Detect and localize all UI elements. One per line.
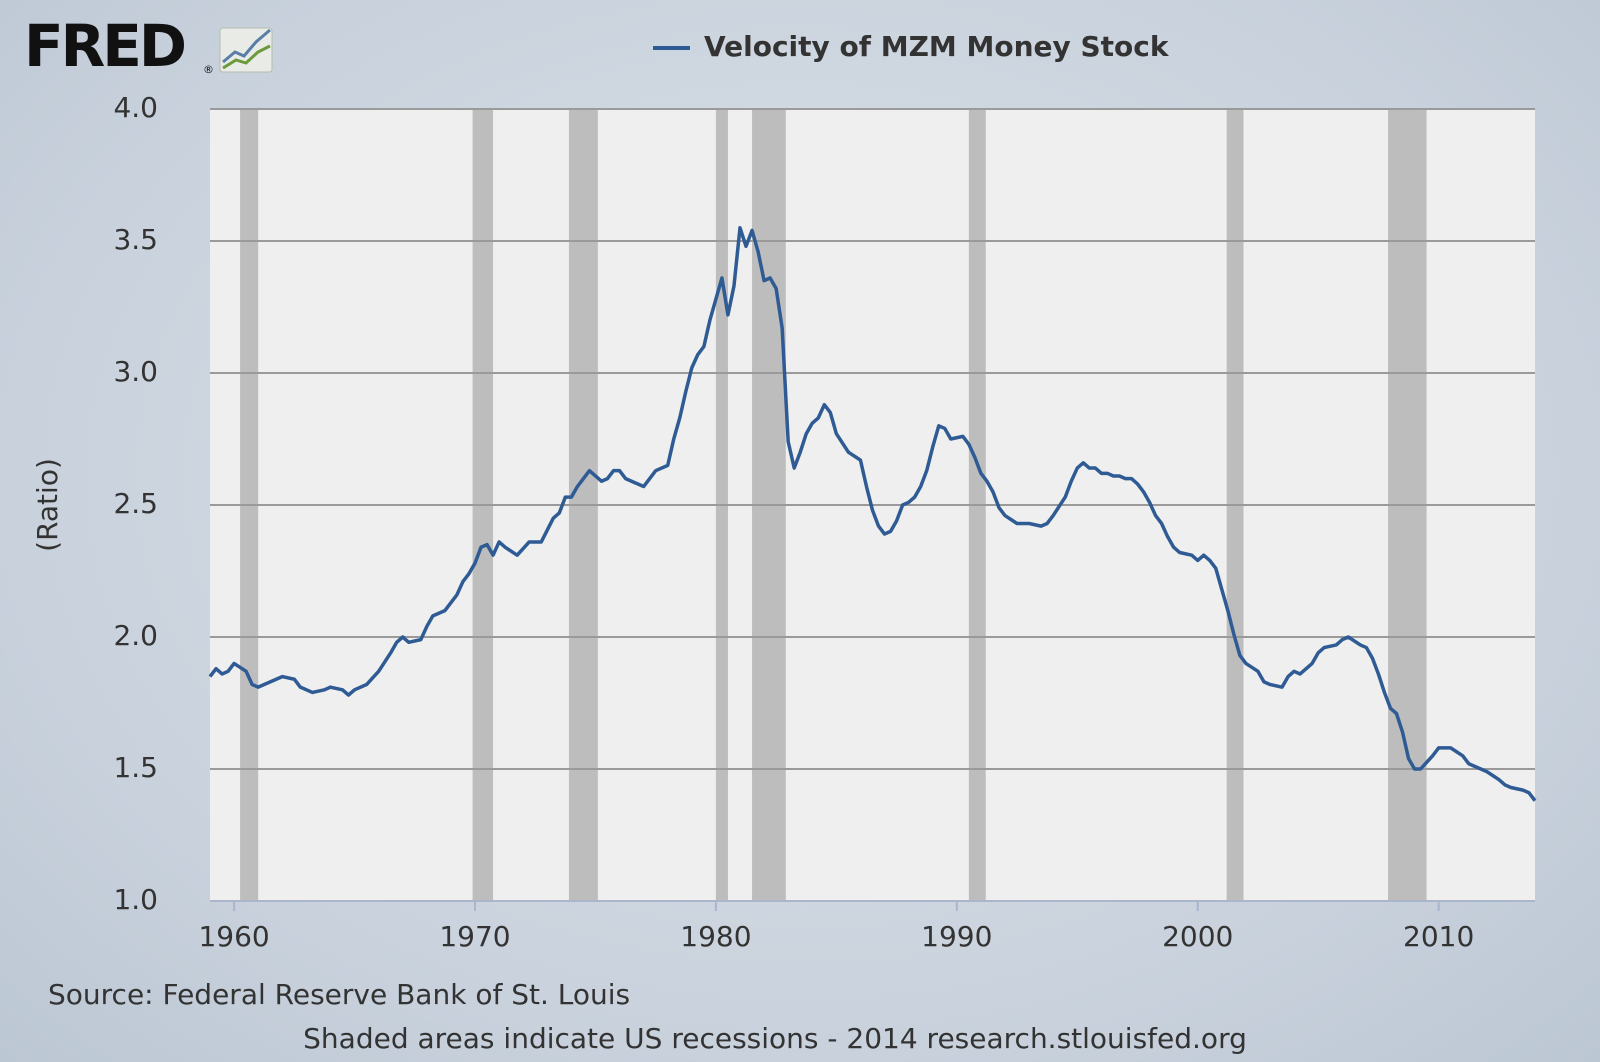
x-tick-label: 1990 (921, 920, 992, 953)
logo-mark: ® (203, 63, 214, 76)
logo-icon (219, 27, 273, 73)
legend-label: Velocity of MZM Money Stock (704, 30, 1170, 63)
y-tick-label: 1.5 (113, 751, 158, 784)
x-tick-label: 2000 (1162, 920, 1233, 953)
y-tick-label: 2.5 (113, 487, 158, 520)
x-tick-label: 1980 (680, 920, 751, 953)
logo-icon-line (222, 28, 271, 64)
data-line (208, 226, 1537, 802)
y-tick-label: 4.0 (113, 91, 158, 124)
x-tick-label: 1960 (198, 920, 269, 953)
source: Source: Federal Reserve Bank of St. Loui… (48, 978, 630, 1011)
logo: FRED (24, 12, 185, 80)
x-tick-label: 1970 (439, 920, 510, 953)
y-axis-label: (Ratio) (31, 458, 64, 552)
y-tick-label: 2.0 (113, 619, 158, 652)
x-tick-label: 2010 (1403, 920, 1474, 953)
note: Shaded areas indicate US recessions - 20… (303, 1022, 1247, 1055)
y-tick-label: 1.0 (113, 883, 158, 916)
y-tick-label: 3.5 (113, 223, 158, 256)
logo-icon-line (222, 44, 271, 70)
y-tick-label: 3.0 (113, 355, 158, 388)
